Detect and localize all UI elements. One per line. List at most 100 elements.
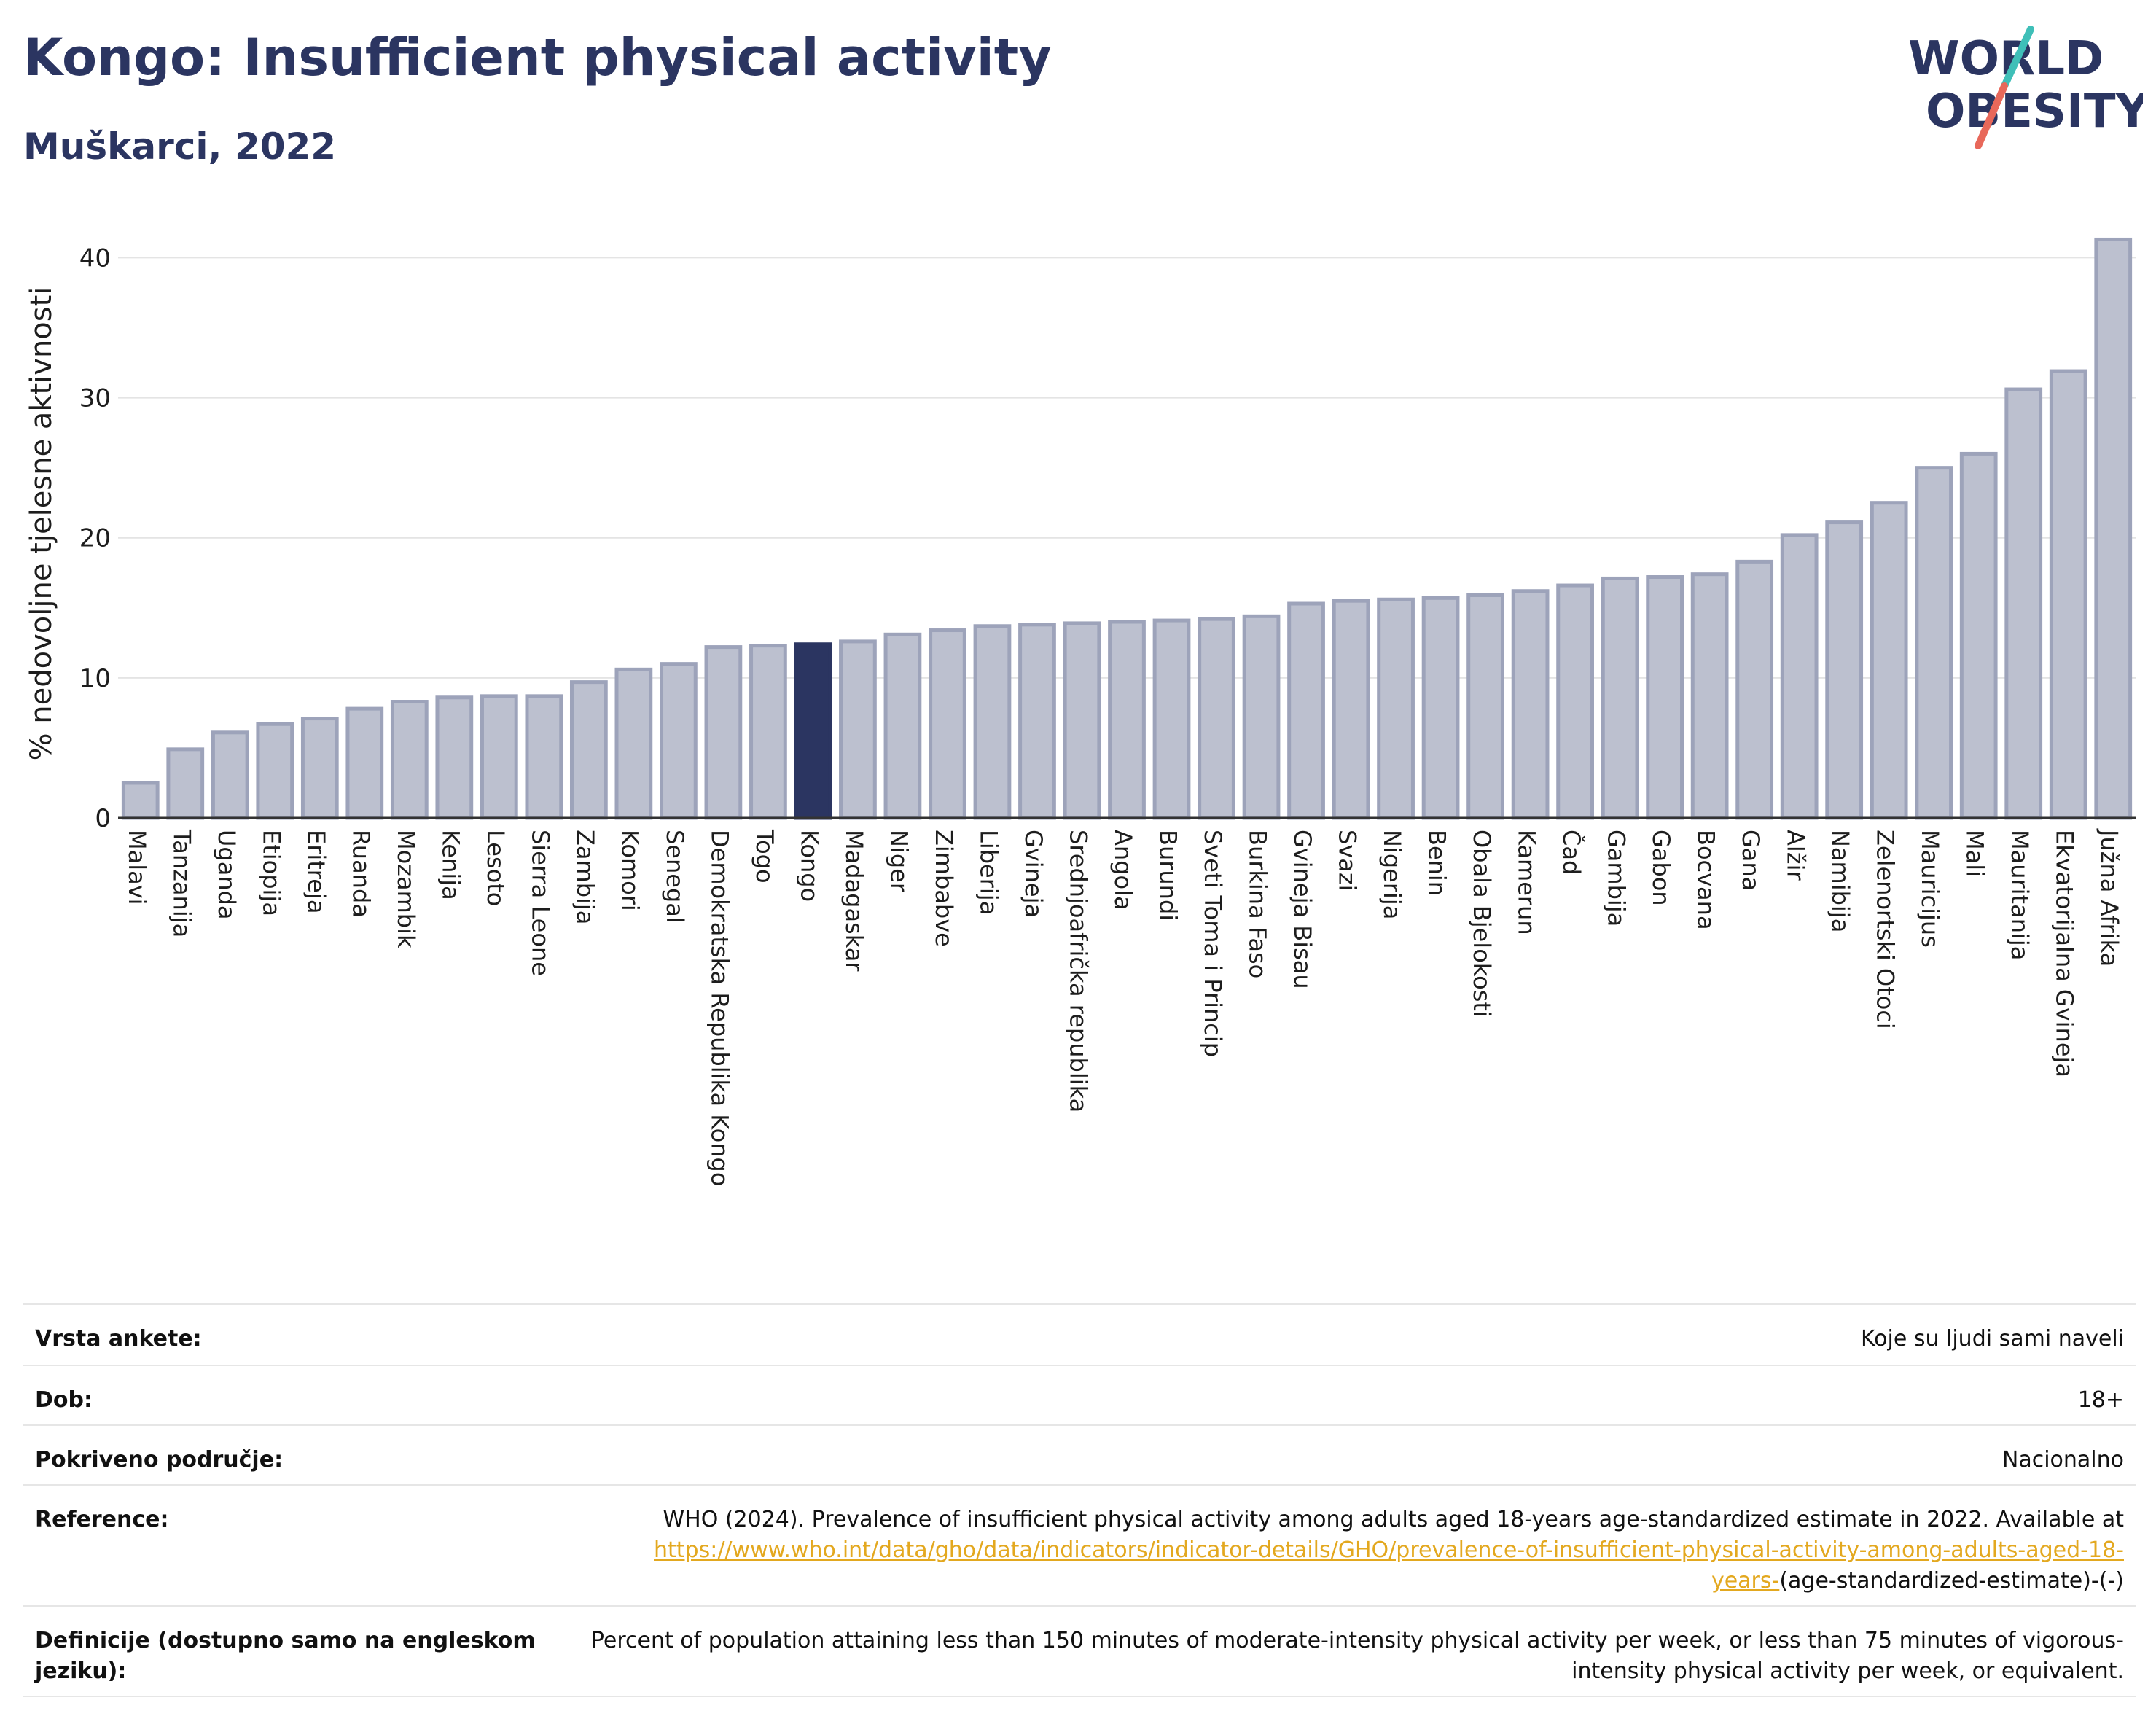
logo-slash-red <box>1975 82 2008 149</box>
x-tick-label: Alžir <box>1782 830 1810 881</box>
reference-text-after: (age-standardized-estimate)-(-) <box>1779 1568 2124 1594</box>
metadata-table: Vrsta ankete: Koje su ljudi sami naveli … <box>23 1303 2136 1697</box>
bar <box>973 624 1012 820</box>
x-tick-label: Mali <box>1961 830 1989 877</box>
bar <box>929 628 966 820</box>
x-tick-label: Niger <box>885 830 913 893</box>
y-tick-label: 20 <box>79 524 111 553</box>
y-axis-ticks: 0 10 20 30 40 <box>79 243 111 833</box>
x-tick-label: Gvineja <box>1020 830 1047 918</box>
meta-value: 18+ <box>2077 1387 2124 1413</box>
x-tick-label: Malavi <box>123 830 151 905</box>
bar <box>1466 593 1504 820</box>
bar <box>1825 520 1864 820</box>
x-tick-label: Etiopija <box>257 830 285 916</box>
x-tick-label: Liberija <box>975 830 1002 915</box>
bar <box>883 632 922 820</box>
x-tick-label: Srednjoafrička republika <box>1064 830 1092 1112</box>
bar <box>1377 597 1415 820</box>
x-tick-label: Zelenortski Otoci <box>1872 830 1899 1029</box>
bar <box>435 695 474 820</box>
y-tick-label: 30 <box>79 384 111 413</box>
meta-key: Pokriveno područje: <box>35 1447 284 1473</box>
x-tick-label: Sveti Toma i Princip <box>1199 830 1227 1057</box>
x-tick-label: Eritreja <box>302 830 330 913</box>
x-tick-label: Uganda <box>213 830 241 920</box>
meta-value: Nacionalno <box>2001 1447 2124 1473</box>
bar <box>121 781 160 820</box>
y-tick-label: 0 <box>95 804 111 833</box>
bar <box>2004 387 2043 820</box>
x-tick-label: Sierra Leone <box>526 830 554 976</box>
x-tick-label: Nigerija <box>1378 830 1406 919</box>
meta-row-definitions: Definicije (dostupno samo na engleskom j… <box>23 1605 2136 1697</box>
bar <box>569 680 608 820</box>
x-tick-label: Namibija <box>1827 830 1854 932</box>
bar <box>614 667 653 820</box>
x-tick-label: Obala Bjelokosti <box>1468 830 1496 1018</box>
meta-value: Koje su ljudi sami naveli <box>1860 1326 2124 1352</box>
bar <box>749 644 787 820</box>
meta-key: Vrsta ankete: <box>35 1326 202 1352</box>
bar <box>1915 466 1953 820</box>
x-tick-label: Mauricijus <box>1916 830 1944 948</box>
x-tick-label: Ruanda <box>347 830 375 918</box>
reference-link[interactable]: https://www.who.int/data/gho/data/indica… <box>654 1537 2124 1594</box>
x-tick-label: Senegal <box>661 830 689 924</box>
page-subtitle: Muškarci, 2022 <box>23 125 337 168</box>
bar <box>1690 572 1729 820</box>
bar <box>1601 576 1639 820</box>
x-axis-ticks: Malavi Tanzanija Uganda Etiopija Eritreja Rua… <box>123 828 2123 1186</box>
x-tick-label: Svazi <box>1334 830 1362 892</box>
x-tick-label: Togo <box>751 829 778 884</box>
x-tick-label: Madagaskar <box>840 830 868 972</box>
x-tick-label: Benin <box>1423 830 1451 896</box>
bars <box>121 237 2133 820</box>
page-title: Kongo: Insufficient physical activity <box>23 28 1052 87</box>
x-tick-label: Južna Afrika <box>2096 828 2123 967</box>
meta-key: Dob: <box>35 1387 93 1413</box>
bar <box>1780 533 1819 820</box>
bar <box>345 706 384 820</box>
meta-key: Definicije (dostupno samo na engleskom j… <box>35 1628 536 1684</box>
logo-slash-teal <box>2001 26 2034 90</box>
x-tick-label: Tanzanija <box>168 829 195 937</box>
y-tick-label: 10 <box>79 664 111 693</box>
bar <box>660 662 698 820</box>
logo-line-obesity: OBESITY <box>1926 85 2143 139</box>
x-tick-label: Kamerun <box>1513 830 1541 935</box>
bar <box>1646 575 1684 820</box>
bar <box>1959 451 1998 820</box>
meta-value: Percent of population attaining less tha… <box>590 1628 2124 1684</box>
bar <box>1870 501 1908 820</box>
x-tick-label: Kenija <box>437 830 464 900</box>
bar <box>1332 599 1370 820</box>
x-tick-label: Zimbabve <box>930 830 958 947</box>
x-tick-label: Gabon <box>1647 830 1675 906</box>
x-tick-label: Čad <box>1558 830 1586 875</box>
bar <box>1198 617 1235 820</box>
bar <box>1287 601 1325 820</box>
x-tick-label: Demokratska Republika Kongo <box>706 830 733 1186</box>
bar <box>2049 369 2087 820</box>
x-tick-label: Mauritanija <box>2006 830 2034 960</box>
meta-key: Reference: <box>35 1507 169 1532</box>
bar <box>1063 621 1101 820</box>
bar <box>1108 620 1146 820</box>
x-tick-label: Lesoto <box>482 830 509 906</box>
x-tick-label: Angola <box>1109 830 1137 911</box>
bar <box>1735 559 1774 820</box>
x-tick-label: Gvineja Bisau <box>1289 830 1316 989</box>
bar <box>1242 614 1281 820</box>
bar <box>300 717 339 820</box>
x-tick-label: Burkina Faso <box>1244 830 1272 978</box>
bar <box>525 694 563 820</box>
x-tick-label: Bocvana <box>1692 830 1720 930</box>
bar <box>1018 623 1056 820</box>
bar-chart: 0 10 20 30 40 Malavi Tanzanija Uganda Etiopija E… <box>25 237 2136 1186</box>
meta-row-reference: Reference: WHO (2024). Prevalence of ins… <box>23 1484 2136 1605</box>
bar-highlighted <box>794 642 832 820</box>
x-tick-label: Zambija <box>571 830 599 924</box>
x-tick-label: Komori <box>616 830 644 911</box>
x-tick-label: Gambija <box>1603 830 1630 927</box>
